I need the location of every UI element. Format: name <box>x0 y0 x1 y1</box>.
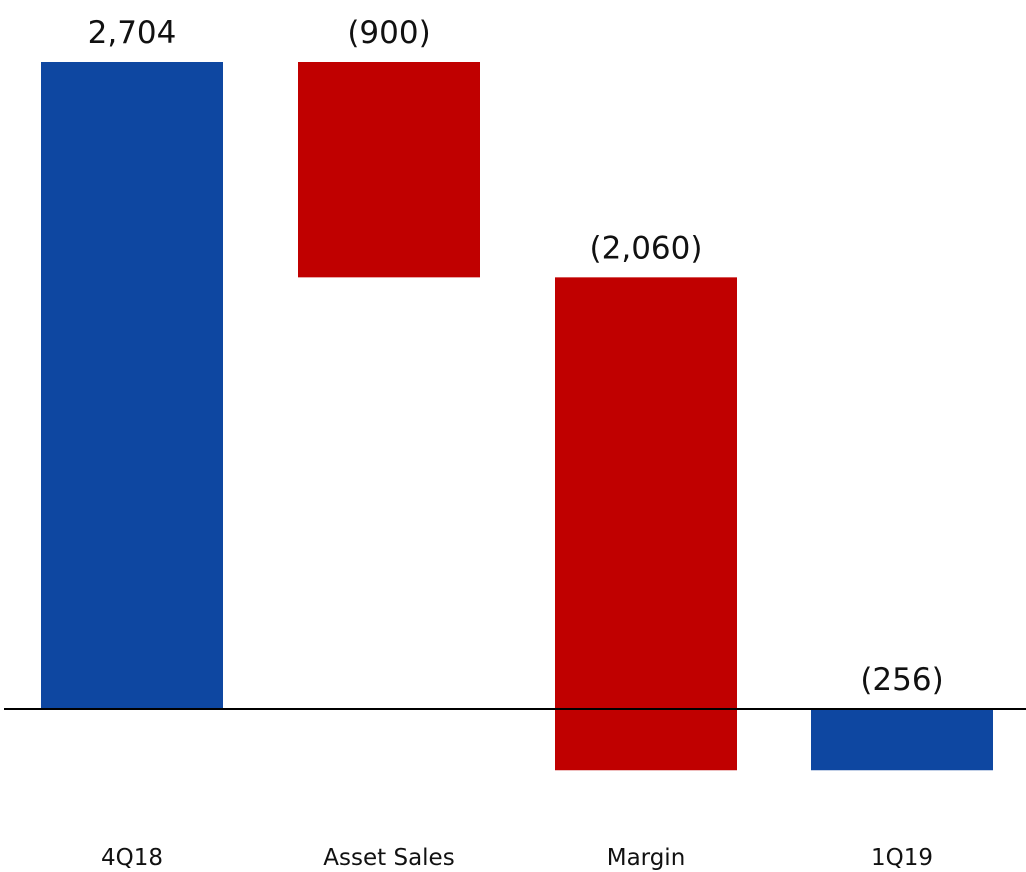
bar-1q19 <box>811 709 993 771</box>
x-tick-label-margin: Margin <box>607 845 686 871</box>
data-label-1q19: (256) <box>860 662 943 698</box>
data-label-margin: (2,060) <box>590 230 703 266</box>
x-tick-label-asset-sales: Asset Sales <box>323 845 454 871</box>
data-labels-layer: 2,704 (900) (2,060) (256) <box>88 15 944 698</box>
bars-layer <box>41 62 993 771</box>
data-label-asset-sales: (900) <box>347 15 430 51</box>
x-tick-label-1q19: 1Q19 <box>871 845 933 871</box>
data-label-4q18: 2,704 <box>88 15 177 51</box>
bar-asset-sales <box>298 62 480 278</box>
x-tick-label-4q18: 4Q18 <box>101 845 163 871</box>
x-tick-labels: 4Q18 Asset Sales Margin 1Q19 <box>101 845 933 871</box>
bar-4q18 <box>41 62 223 709</box>
bar-margin <box>555 277 737 771</box>
